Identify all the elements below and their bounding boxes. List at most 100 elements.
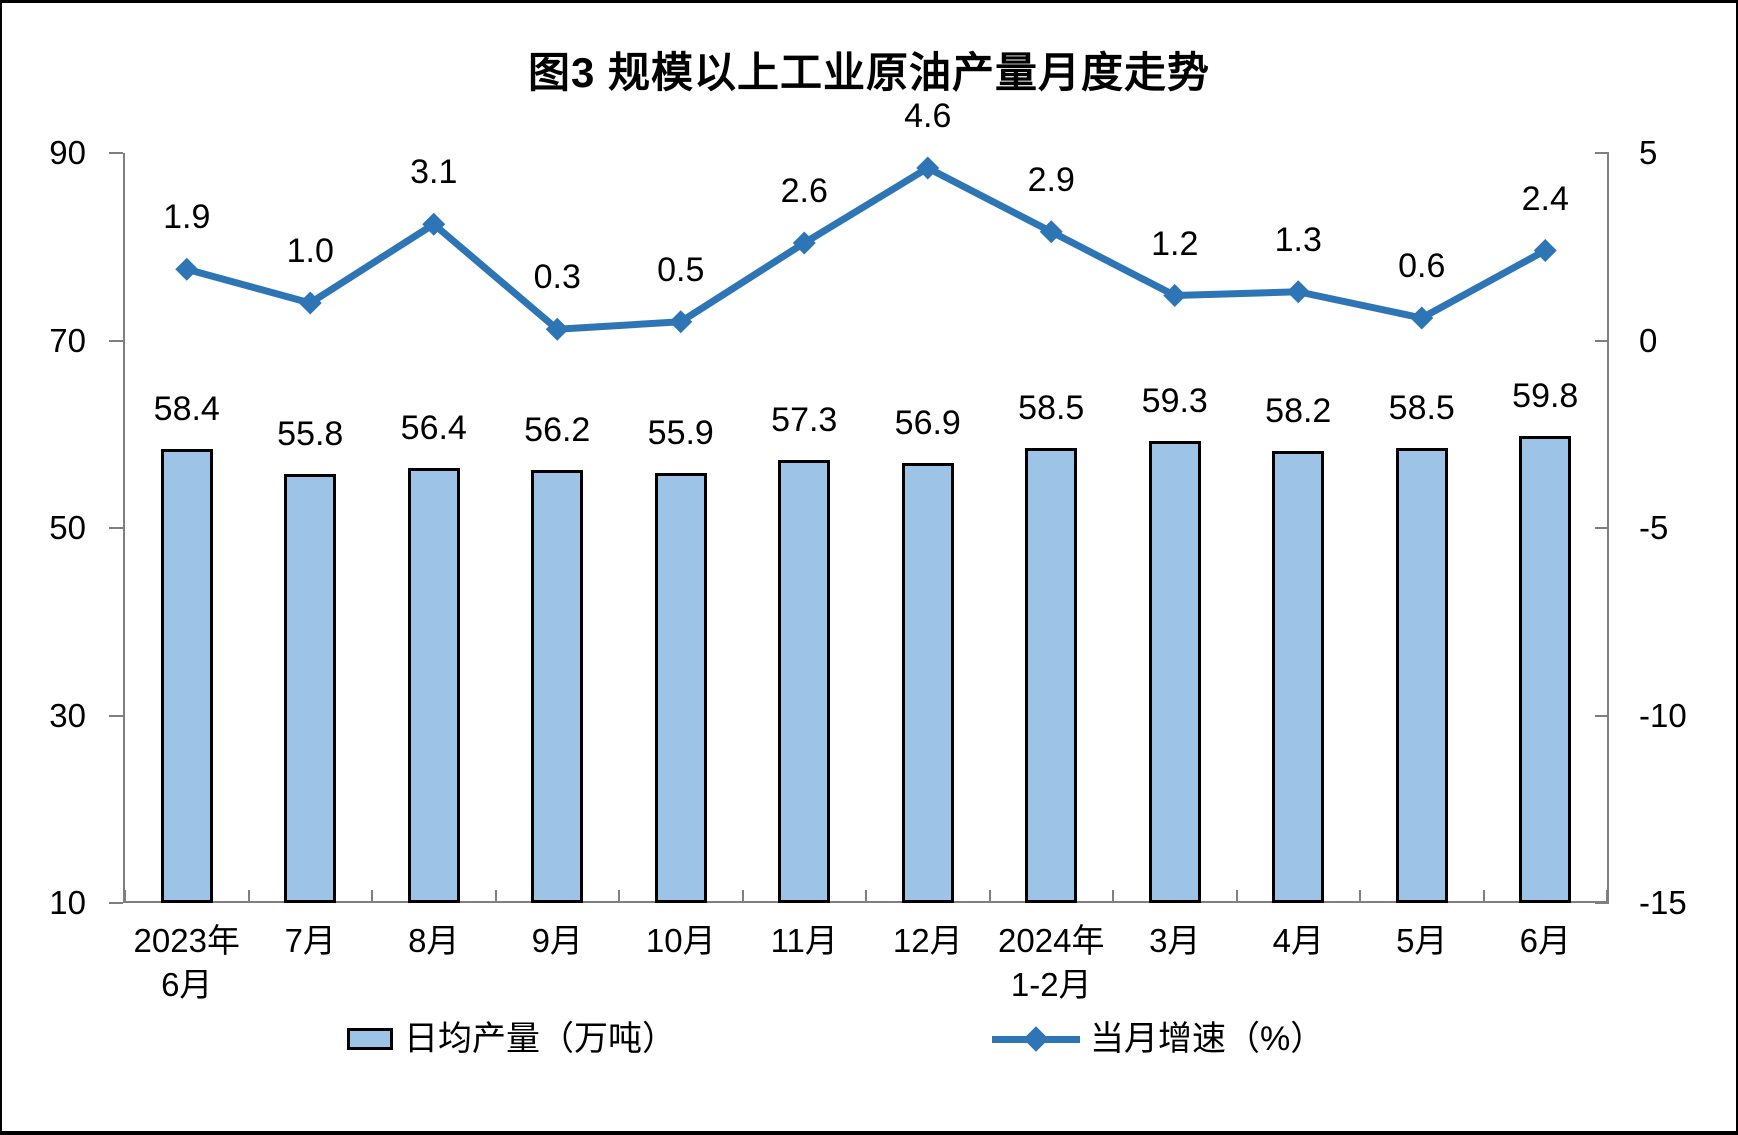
line-marker-diamond-icon bbox=[298, 291, 322, 315]
bar-value-label: 58.5 bbox=[1018, 389, 1085, 428]
left-axis-tick bbox=[109, 339, 123, 342]
x-axis-tick bbox=[741, 890, 744, 903]
x-axis-tick bbox=[1235, 890, 1238, 903]
line-marker-diamond-icon bbox=[545, 317, 569, 341]
left-axis-tick bbox=[109, 902, 123, 904]
line-marker-diamond-icon bbox=[669, 310, 693, 334]
bar-legend-swatch-icon bbox=[347, 1028, 393, 1050]
right-axis-tick bbox=[1595, 152, 1609, 154]
bar-legend-label: 日均产量（万吨） bbox=[404, 1020, 676, 1058]
chart-title: 图3 规模以上工业原油产量月度走势 bbox=[527, 49, 1211, 96]
bar-value-label: 55.8 bbox=[277, 414, 344, 453]
bar bbox=[654, 472, 707, 903]
line-marker-diamond-icon bbox=[175, 257, 199, 281]
line-value-label: 2.4 bbox=[1521, 179, 1569, 218]
left-axis-tick bbox=[109, 527, 123, 529]
x-axis-category-label: 8月 bbox=[408, 922, 460, 959]
bar bbox=[1148, 440, 1201, 903]
bar bbox=[407, 468, 460, 903]
line-value-label: 1.3 bbox=[1274, 220, 1322, 259]
right-axis-tick-label: -15 bbox=[1639, 884, 1687, 921]
x-axis-tick bbox=[865, 890, 867, 903]
right-axis-tick bbox=[1595, 714, 1609, 717]
x-axis-category-label: 5月 bbox=[1396, 922, 1448, 959]
left-axis-tick-label: 50 bbox=[49, 509, 86, 546]
x-axis-category-label: 3月 bbox=[1149, 922, 1201, 959]
line-value-label: 2.9 bbox=[1027, 160, 1075, 199]
x-axis-tick bbox=[988, 890, 991, 903]
x-axis-category-label: 10月 bbox=[645, 922, 716, 959]
line-value-label: 1.0 bbox=[286, 232, 334, 270]
line-value-label: 0.5 bbox=[657, 250, 705, 289]
line-marker-diamond-icon bbox=[1039, 220, 1063, 244]
x-axis-category-label: 2023年 6月 bbox=[133, 922, 240, 1003]
bar bbox=[1025, 448, 1078, 903]
right-axis-tick bbox=[1595, 902, 1609, 904]
left-axis-tick-label: 70 bbox=[49, 321, 86, 359]
line-value-label: 4.6 bbox=[904, 97, 952, 135]
bar bbox=[901, 463, 954, 903]
x-axis-tick bbox=[1112, 890, 1114, 903]
bar-value-label: 59.8 bbox=[1512, 377, 1579, 416]
bar-value-label: 56.2 bbox=[524, 410, 591, 449]
bar-value-label: 59.3 bbox=[1141, 381, 1208, 420]
line-value-label: 2.6 bbox=[780, 172, 828, 210]
bar-value-label: 58.2 bbox=[1265, 392, 1332, 431]
line-series-layer bbox=[175, 156, 1557, 341]
bar-value-label: 56.9 bbox=[894, 404, 961, 443]
x-axis-category-label: 2024年 1-2月 bbox=[998, 922, 1105, 1003]
line-marker-diamond-icon bbox=[792, 231, 816, 255]
bar-value-label: 58.5 bbox=[1388, 389, 1455, 428]
x-axis-category-label: 4月 bbox=[1272, 922, 1324, 959]
line-legend-label: 当月增速（%） bbox=[1090, 1020, 1325, 1058]
bar-value-label: 58.4 bbox=[153, 390, 220, 429]
x-axis-category-label: 11月 bbox=[770, 922, 838, 959]
right-axis-tick-label: 0 bbox=[1639, 321, 1658, 359]
right-axis-tick-label: -10 bbox=[1639, 696, 1687, 734]
right-axis-tick bbox=[1595, 527, 1609, 529]
right-axis-tick-label: -5 bbox=[1639, 509, 1669, 546]
line-value-label: 0.6 bbox=[1398, 247, 1446, 285]
x-axis-tick bbox=[494, 890, 497, 903]
line-marker-diamond-icon bbox=[1286, 280, 1310, 304]
line-marker-diamond-icon bbox=[1533, 239, 1557, 262]
line-value-label: 0.3 bbox=[533, 258, 581, 297]
bar-value-label: 56.4 bbox=[400, 409, 467, 447]
bar bbox=[284, 473, 337, 903]
bar bbox=[1519, 436, 1572, 903]
bar bbox=[1395, 448, 1448, 903]
line-marker-diamond-icon bbox=[422, 212, 446, 236]
x-axis-tick bbox=[618, 890, 620, 903]
right-axis-tick-label: 5 bbox=[1639, 134, 1658, 171]
bar bbox=[1272, 451, 1325, 903]
left-axis-tick bbox=[109, 152, 123, 154]
x-axis-category-label: 9月 bbox=[531, 922, 583, 959]
x-axis-tick bbox=[371, 890, 373, 903]
line-marker-diamond-icon bbox=[1163, 284, 1187, 307]
x-axis-tick bbox=[1606, 890, 1608, 903]
line-marker-diamond-icon bbox=[916, 156, 940, 180]
left-axis-tick bbox=[109, 714, 123, 717]
left-axis-tick-label: 30 bbox=[49, 696, 86, 734]
x-axis-tick bbox=[1359, 890, 1361, 903]
left-axis-tick-label: 10 bbox=[49, 884, 86, 921]
left-axis-tick-label: 90 bbox=[49, 134, 86, 171]
x-axis-tick bbox=[247, 890, 250, 903]
line-legend-diamond-icon bbox=[1023, 1026, 1049, 1052]
bar bbox=[160, 449, 213, 903]
bar bbox=[531, 469, 584, 903]
x-axis-category-label: 6月 bbox=[1519, 922, 1571, 959]
line-value-label: 1.2 bbox=[1151, 224, 1199, 263]
x-axis-tick bbox=[124, 890, 126, 903]
bar-value-label: 57.3 bbox=[771, 400, 838, 439]
line-value-label: 3.1 bbox=[410, 153, 458, 192]
x-axis-category-label: 7月 bbox=[284, 922, 336, 959]
bar-value-label: 55.9 bbox=[647, 413, 714, 452]
line-marker-diamond-icon bbox=[1410, 306, 1434, 330]
left-axis-line bbox=[123, 153, 125, 903]
x-axis-category-label: 12月 bbox=[892, 922, 963, 959]
x-axis-tick bbox=[1482, 890, 1485, 903]
line-value-label: 1.9 bbox=[163, 198, 211, 237]
bar bbox=[778, 459, 831, 903]
